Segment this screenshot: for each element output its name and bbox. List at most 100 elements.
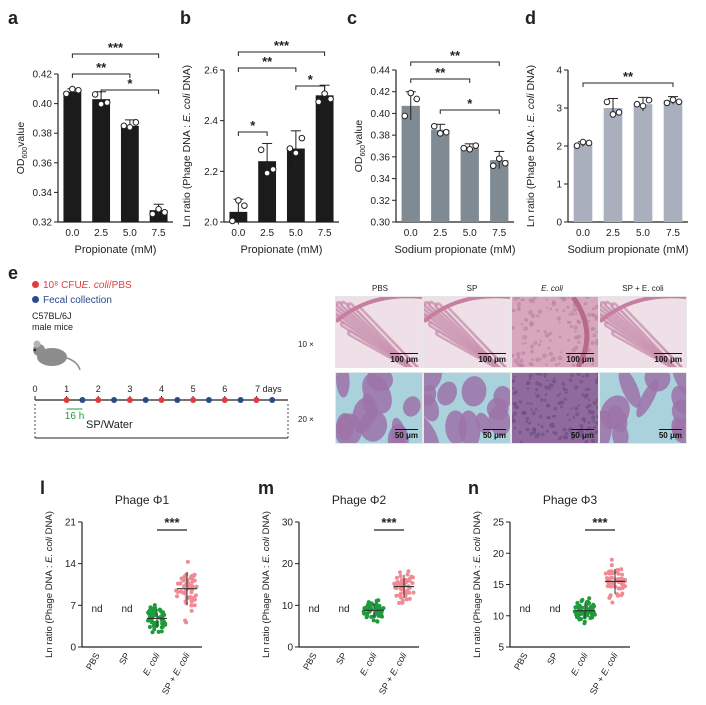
data-point bbox=[241, 202, 248, 209]
sig-stars: * bbox=[250, 118, 256, 133]
y-tick-label: 20 bbox=[493, 549, 505, 560]
y-tick-label: 21 bbox=[65, 518, 77, 529]
data-point bbox=[75, 87, 82, 94]
scale-bar-10x: 100 μm bbox=[566, 352, 594, 364]
sig-bracket bbox=[582, 82, 674, 87]
y-tick-label: 0.40 bbox=[371, 109, 391, 120]
fecal-dot bbox=[79, 397, 86, 403]
bar bbox=[401, 105, 420, 222]
scatter-point bbox=[603, 571, 608, 576]
treatment-label: SP/Water bbox=[86, 419, 133, 431]
scatter-point bbox=[189, 608, 194, 613]
sig-bracket bbox=[410, 61, 500, 66]
data-point bbox=[292, 149, 300, 157]
data-point bbox=[91, 91, 99, 98]
scatter-point bbox=[411, 590, 416, 595]
scatter-point bbox=[190, 573, 195, 578]
legend-red-label: 10⁸ CFU bbox=[43, 280, 82, 291]
y-axis-label: Ln ratio (Phage DNA : E. coli DNA) bbox=[181, 65, 193, 227]
legend-red-tail: /PBS bbox=[108, 280, 132, 291]
nd-label: nd bbox=[121, 604, 132, 615]
scatter-point bbox=[376, 605, 381, 610]
scatter-point bbox=[400, 598, 405, 603]
y-tick-label: 0.38 bbox=[33, 129, 53, 140]
inoculation-dot bbox=[190, 397, 197, 403]
sig-stars: *** bbox=[381, 515, 397, 530]
scatter-point bbox=[362, 611, 367, 616]
data-point bbox=[321, 90, 328, 97]
scatter-point bbox=[371, 618, 376, 623]
data-point bbox=[669, 96, 677, 104]
fecal-dot bbox=[269, 397, 276, 403]
x-tick-label: 0.0 bbox=[65, 228, 79, 239]
scatter-point bbox=[580, 597, 585, 602]
row-label-20x: 20 × bbox=[298, 415, 314, 424]
sig-bracket bbox=[71, 73, 131, 78]
scatter-title: Phage Φ1 bbox=[115, 493, 170, 507]
panel-letter-d: d bbox=[525, 8, 536, 28]
inoculation-dot bbox=[158, 397, 165, 403]
inoculation-dot bbox=[63, 397, 70, 403]
x-tick-label: PBS bbox=[84, 651, 102, 672]
data-point bbox=[501, 159, 509, 167]
scatter-point bbox=[392, 582, 397, 587]
data-point bbox=[675, 98, 683, 106]
histology-image-10x-1: 100 μm bbox=[423, 296, 511, 368]
sig-stars: ** bbox=[262, 54, 273, 69]
panel-letter-e: e bbox=[8, 263, 19, 283]
x-tick-label: 2.5 bbox=[606, 228, 620, 239]
scatter-point bbox=[159, 618, 164, 623]
fecal-dot bbox=[205, 397, 212, 403]
scatter-point bbox=[588, 604, 593, 609]
blue-dot-icon bbox=[32, 296, 39, 303]
scatter-point bbox=[623, 584, 628, 589]
x-tick-label: SP bbox=[545, 651, 560, 666]
scatter-point bbox=[607, 569, 612, 574]
scatter-point bbox=[156, 629, 161, 634]
data-point bbox=[161, 209, 168, 216]
scale-label: 50 μm bbox=[658, 431, 682, 440]
scale-line bbox=[394, 428, 418, 430]
scatter-point bbox=[149, 618, 154, 623]
scatter-point bbox=[407, 578, 412, 583]
scatter-point bbox=[374, 602, 379, 607]
scatter-point bbox=[607, 595, 612, 600]
histology-image-20x-2: 50 μm bbox=[511, 372, 599, 444]
scale-bar-20x: 50 μm bbox=[658, 428, 682, 440]
sig-stars: *** bbox=[164, 515, 180, 530]
x-tick-label: SP + E. coli bbox=[377, 650, 409, 696]
scatter-point bbox=[175, 590, 180, 595]
scatter-point bbox=[378, 612, 383, 617]
scatter-point bbox=[619, 593, 624, 598]
x-tick-label: E. coli bbox=[569, 650, 590, 677]
scatter-point bbox=[619, 576, 624, 581]
x-tick-label: PBS bbox=[512, 651, 530, 672]
panel-letter-l: l bbox=[40, 478, 46, 498]
x-tick-label: 5.0 bbox=[636, 228, 650, 239]
scatter-point bbox=[185, 559, 190, 564]
scatter-chart-l: Phage Φ1 0 7 14 21 Ln ratio (Phage DNA : E. c… bbox=[44, 493, 202, 696]
scatter-title: Phage Φ3 bbox=[543, 493, 598, 507]
data-point bbox=[609, 111, 617, 118]
col-header-sp-ecoli: SP + E. coli bbox=[622, 284, 664, 293]
y-tick-label: 2.6 bbox=[204, 66, 218, 77]
data-point bbox=[120, 122, 128, 130]
scale-line bbox=[566, 352, 594, 354]
y-tick-label: 3 bbox=[556, 104, 562, 115]
scatter-point bbox=[365, 613, 370, 618]
histology-image-20x-1: 50 μm bbox=[423, 372, 511, 444]
x-tick-label: 0.0 bbox=[576, 228, 590, 239]
data-point bbox=[315, 98, 322, 106]
scatter-point bbox=[616, 586, 621, 591]
scatter-point bbox=[189, 603, 194, 608]
scatter-point bbox=[152, 627, 157, 632]
scale-bar-10x: 100 μm bbox=[390, 352, 418, 364]
y-tick-label: 0.32 bbox=[33, 218, 53, 229]
panel-letter-c: c bbox=[347, 8, 358, 28]
x-tick-label: 5.0 bbox=[123, 228, 137, 239]
sig-stars: ** bbox=[623, 69, 634, 84]
scatter-point bbox=[189, 583, 194, 588]
x-tick-label: SP + E. coli bbox=[588, 650, 620, 696]
nd-label: nd bbox=[338, 604, 349, 615]
panel-letter-n: n bbox=[468, 478, 479, 498]
